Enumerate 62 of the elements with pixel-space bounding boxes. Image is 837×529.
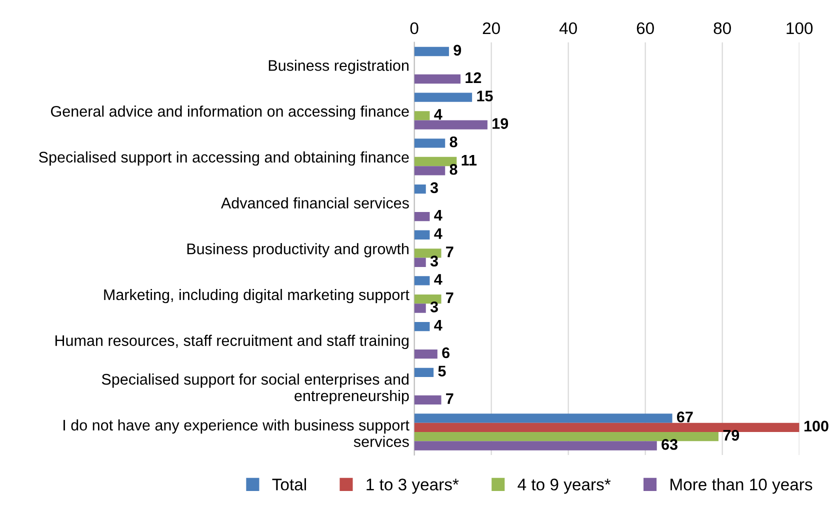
data-label: 15 [477,90,493,102]
bar [414,368,434,377]
bar [414,166,446,176]
bar [414,322,430,332]
data-label: 67 [677,412,693,422]
y-tick-label: Business productivity and growth [187,243,408,258]
data-label: 11 [462,154,477,166]
data-label: 5 [438,366,446,377]
data-label: 3 [430,302,438,312]
x-tick-label: 100 [786,22,813,34]
data-label: 79 [723,430,740,441]
data-label: 9 [454,44,462,56]
bar [414,120,488,130]
bar [414,349,438,359]
bar [414,184,426,194]
legend-label: 1 to 3 years* [366,478,459,494]
y-tick-label: I do not have any experience with business support services [64,419,410,448]
bar [414,92,472,102]
data-label: 63 [662,439,678,450]
data-label: 6 [442,347,450,358]
bar [414,46,449,56]
data-label: 4 [434,210,442,220]
y-tick-label: Specialised support for social enterprises and entrepreneurship [102,374,409,404]
bar [414,395,442,405]
bar [414,111,430,120]
bar [414,138,446,148]
legend-label: 4 to 9 years* [518,478,611,494]
data-label: 3 [430,182,438,194]
data-label: 4 [434,274,442,285]
data-label: 8 [450,136,458,148]
bar [414,74,461,84]
bar [414,304,426,313]
data-label: 8 [450,164,458,175]
y-tick-label: Human resources, staff recruitment and staff training [55,334,408,350]
data-label: 7 [446,292,454,304]
data-label: 19 [492,118,508,129]
x-tick-label: 80 [714,22,731,34]
y-tick-label: General advice and information on accessing finance [51,106,409,120]
bar [414,276,430,286]
data-label: 4 [434,228,442,239]
bar [414,414,672,423]
x-tick-label: 60 [636,22,654,34]
x-tick-label: 40 [559,22,577,34]
data-label: 4 [434,320,442,331]
legend-label: More than 10 years [670,478,812,494]
bar [414,258,426,267]
data-label: 4 [434,109,442,120]
data-label: 7 [446,246,454,258]
y-tick-label: Specialised support in accessing and obtaining finance [39,151,409,166]
data-label: 3 [430,256,438,267]
y-tick-label: Business registration [268,60,408,74]
x-tick-label: 0 [410,22,418,34]
data-label: 12 [466,72,482,83]
data-label: 7 [446,393,454,404]
bar [414,230,430,240]
bar [414,441,657,450]
y-tick-label: Marketing, including digital marketing support [104,288,410,304]
legend-label: Total [272,478,306,490]
bar [414,212,430,222]
y-tick-label: Advanced financial services [220,197,409,208]
x-tick-label: 20 [482,22,500,34]
data-label: 100 [804,420,828,432]
